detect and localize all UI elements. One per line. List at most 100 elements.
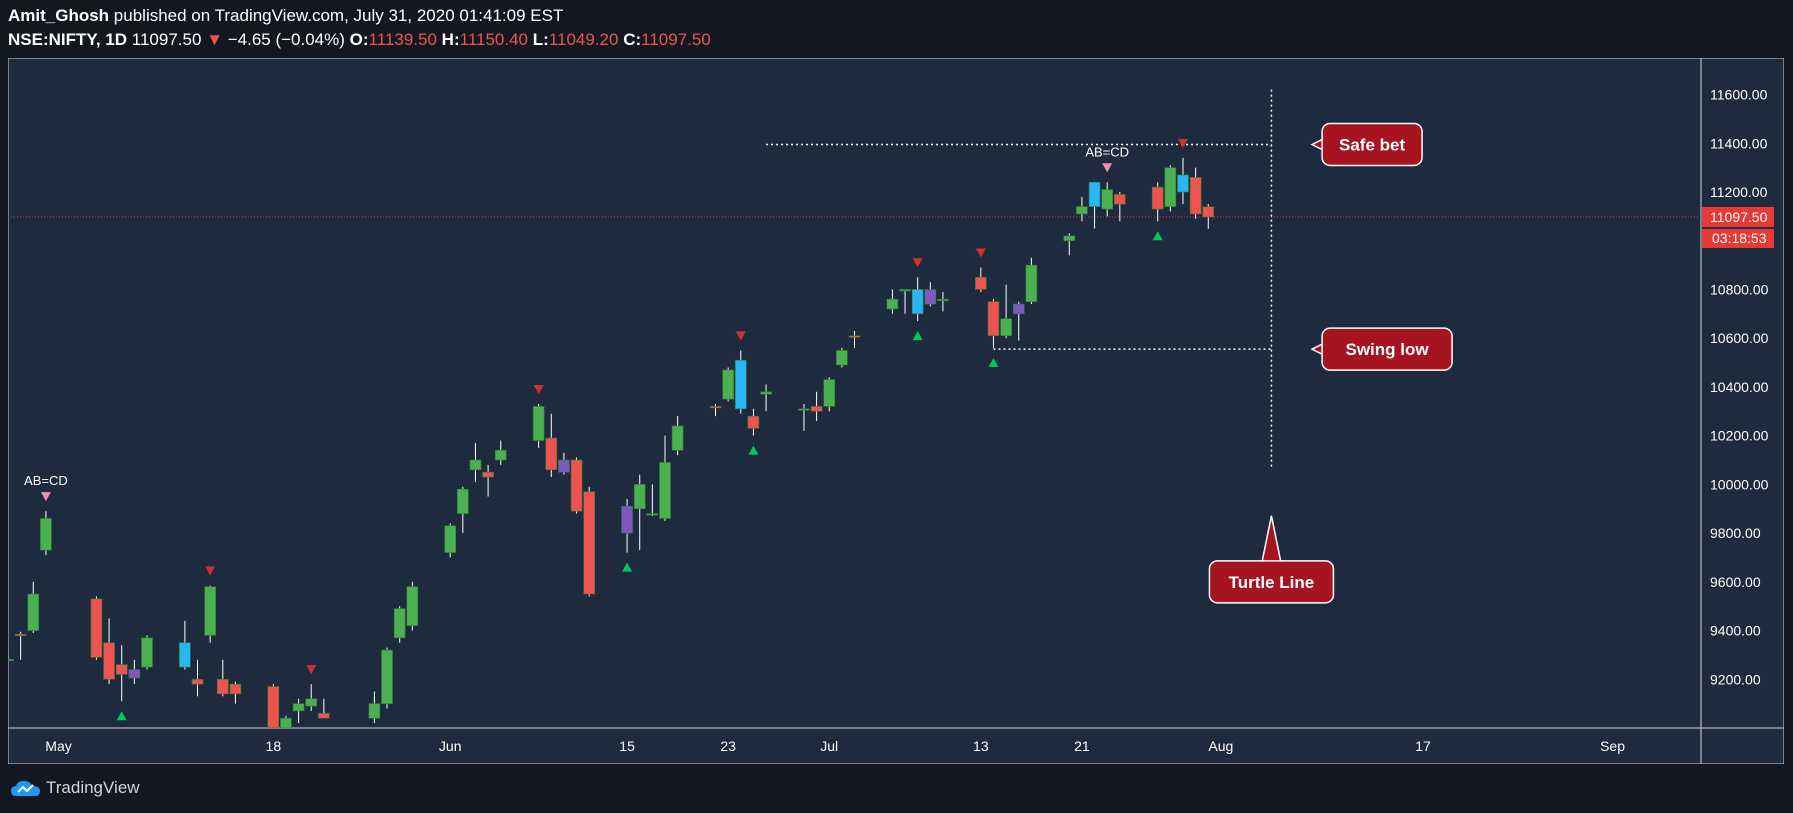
candle[interactable] bbox=[318, 698, 330, 719]
candle[interactable] bbox=[1088, 181, 1101, 229]
candle[interactable] bbox=[937, 291, 949, 312]
candle[interactable] bbox=[368, 691, 381, 724]
sell-signal-arrow bbox=[40, 492, 51, 502]
candle[interactable] bbox=[444, 523, 457, 558]
callout-text: Swing low bbox=[1346, 340, 1430, 359]
candle[interactable] bbox=[570, 457, 583, 514]
candle-body bbox=[1101, 189, 1113, 210]
candle-body bbox=[836, 350, 848, 366]
candle[interactable] bbox=[734, 350, 747, 414]
candle[interactable] bbox=[406, 581, 419, 631]
candle-body bbox=[558, 459, 570, 473]
candle[interactable] bbox=[482, 464, 494, 497]
candle[interactable] bbox=[633, 474, 646, 551]
callout-safe-bet[interactable]: Safe bet bbox=[1310, 122, 1423, 167]
candle[interactable] bbox=[1151, 182, 1164, 222]
candle[interactable] bbox=[532, 403, 545, 448]
candle[interactable] bbox=[1101, 182, 1113, 217]
candle[interactable] bbox=[836, 347, 848, 368]
candle[interactable] bbox=[760, 384, 772, 412]
candle-body bbox=[848, 335, 861, 338]
candle[interactable] bbox=[103, 618, 115, 685]
candle[interactable] bbox=[987, 299, 1000, 348]
brand-footer[interactable]: TradingView bbox=[10, 778, 140, 798]
candle[interactable] bbox=[722, 367, 734, 402]
candle[interactable] bbox=[115, 645, 128, 702]
candle[interactable] bbox=[899, 289, 911, 314]
candle[interactable] bbox=[204, 585, 216, 643]
candle[interactable] bbox=[8, 654, 14, 663]
candle[interactable] bbox=[1000, 284, 1012, 339]
candle[interactable] bbox=[747, 408, 760, 436]
candle[interactable] bbox=[924, 282, 937, 307]
callout-box bbox=[1321, 122, 1423, 167]
candle[interactable] bbox=[1025, 257, 1038, 305]
candle[interactable] bbox=[975, 267, 987, 292]
candle[interactable] bbox=[457, 486, 469, 534]
candle[interactable] bbox=[305, 684, 318, 711]
candle[interactable] bbox=[1202, 204, 1215, 229]
candle[interactable] bbox=[494, 440, 507, 465]
candle[interactable] bbox=[1177, 157, 1189, 205]
candle-body bbox=[305, 698, 318, 707]
callout-swing-low[interactable]: Swing low bbox=[1310, 327, 1453, 371]
candle[interactable] bbox=[558, 452, 570, 475]
candle[interactable] bbox=[823, 377, 836, 412]
candle-body bbox=[1189, 177, 1202, 215]
candle[interactable] bbox=[1063, 233, 1076, 256]
candle[interactable] bbox=[393, 606, 406, 643]
candle[interactable] bbox=[621, 498, 633, 553]
candle[interactable] bbox=[141, 635, 153, 670]
candle[interactable] bbox=[911, 277, 924, 322]
candle[interactable] bbox=[179, 620, 191, 670]
candle[interactable] bbox=[27, 581, 40, 633]
candle[interactable] bbox=[40, 511, 52, 556]
candle[interactable] bbox=[646, 484, 659, 517]
candle[interactable] bbox=[848, 330, 861, 348]
candle[interactable] bbox=[810, 391, 823, 422]
candle[interactable] bbox=[14, 631, 27, 660]
candle[interactable] bbox=[1012, 301, 1025, 341]
y-tick-label: 9200.00 bbox=[1710, 671, 1761, 687]
candle-body bbox=[621, 505, 633, 534]
candle[interactable] bbox=[469, 442, 482, 482]
candle[interactable] bbox=[1114, 192, 1126, 222]
candle[interactable] bbox=[583, 486, 595, 597]
candle[interactable] bbox=[798, 403, 810, 431]
candle-body bbox=[747, 415, 760, 429]
candle-body bbox=[722, 369, 734, 400]
candle[interactable] bbox=[229, 681, 242, 704]
sell-signal-arrow bbox=[975, 248, 986, 258]
candle[interactable] bbox=[267, 684, 280, 730]
candle[interactable] bbox=[191, 659, 204, 697]
candle[interactable] bbox=[659, 435, 671, 521]
candle-body bbox=[886, 298, 899, 310]
candle[interactable] bbox=[545, 413, 558, 478]
candle[interactable] bbox=[90, 596, 103, 660]
candle[interactable] bbox=[292, 698, 305, 724]
candle[interactable] bbox=[709, 403, 722, 417]
candle[interactable] bbox=[128, 659, 141, 685]
candle-body bbox=[798, 408, 810, 411]
sell-signal-arrow bbox=[912, 258, 923, 268]
candle[interactable] bbox=[1189, 167, 1202, 219]
callout-turtle-line[interactable]: Turtle Line bbox=[1208, 515, 1335, 604]
candle-body bbox=[103, 642, 115, 680]
candle[interactable] bbox=[671, 416, 684, 456]
symbol-label[interactable]: NSE:NIFTY, 1D bbox=[8, 30, 128, 49]
x-tick-label: 21 bbox=[1074, 738, 1090, 754]
candle[interactable] bbox=[280, 715, 292, 733]
pattern-label: AB=CD bbox=[1085, 144, 1129, 159]
candle[interactable] bbox=[216, 659, 229, 697]
candle[interactable] bbox=[1164, 165, 1177, 212]
candle-body bbox=[457, 488, 469, 514]
author-name[interactable]: Amit_Ghosh bbox=[8, 6, 110, 25]
candle[interactable] bbox=[381, 647, 393, 709]
candle[interactable] bbox=[886, 289, 899, 314]
candle-body bbox=[1177, 174, 1189, 193]
candle[interactable] bbox=[1076, 196, 1088, 222]
y-tick-label: 10200.00 bbox=[1710, 428, 1769, 444]
x-tick-label: 13 bbox=[973, 738, 989, 754]
open-value: 11139.50 bbox=[368, 30, 437, 49]
